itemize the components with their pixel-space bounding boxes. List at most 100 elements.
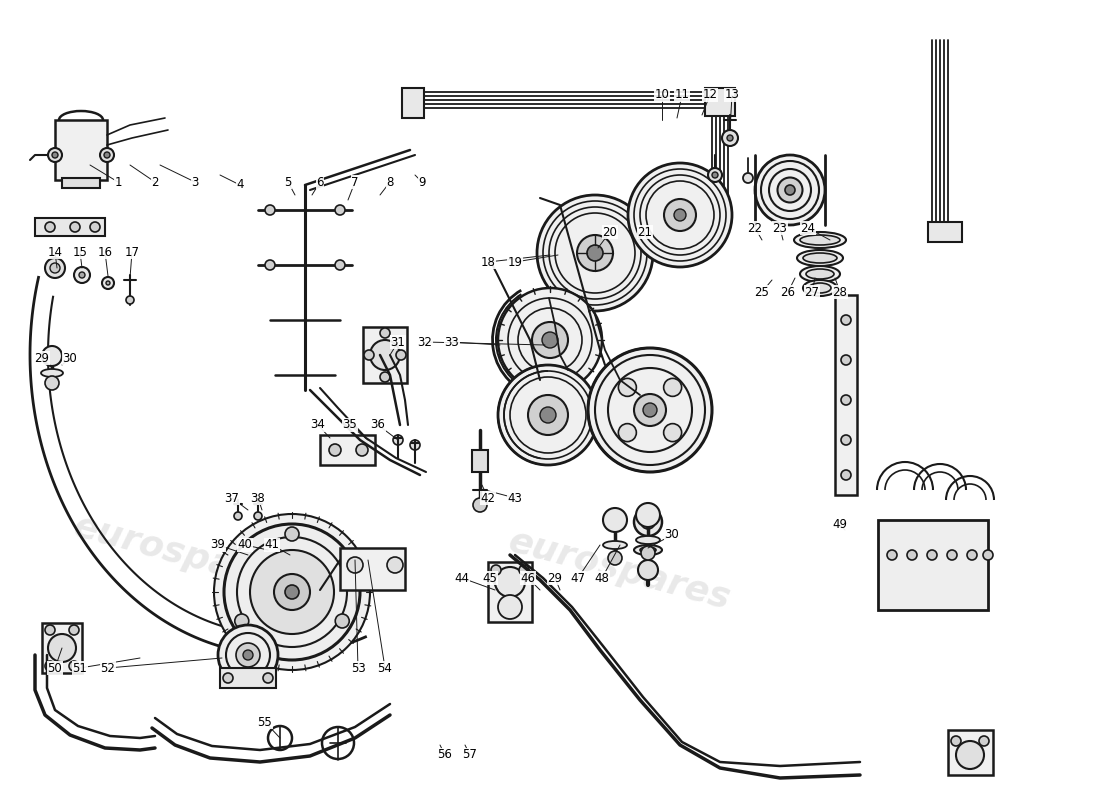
- Bar: [488, 562, 532, 622]
- Text: 37: 37: [224, 491, 240, 505]
- Circle shape: [628, 163, 732, 267]
- Bar: [402, 88, 424, 118]
- Circle shape: [537, 195, 653, 311]
- Ellipse shape: [603, 541, 627, 549]
- Circle shape: [234, 614, 249, 628]
- Circle shape: [742, 173, 754, 183]
- Ellipse shape: [800, 235, 840, 245]
- Circle shape: [641, 515, 654, 529]
- Ellipse shape: [808, 283, 830, 293]
- Circle shape: [983, 550, 993, 560]
- Circle shape: [336, 614, 349, 628]
- Ellipse shape: [640, 547, 656, 553]
- Circle shape: [285, 527, 299, 541]
- Text: 11: 11: [674, 89, 690, 102]
- Text: 40: 40: [238, 538, 252, 551]
- Circle shape: [618, 378, 637, 396]
- Bar: [705, 88, 735, 116]
- Circle shape: [587, 245, 603, 261]
- Bar: [55, 120, 107, 180]
- Text: 3: 3: [191, 175, 199, 189]
- Bar: [220, 668, 276, 688]
- Circle shape: [45, 625, 55, 635]
- Text: eurospares: eurospares: [70, 509, 300, 601]
- Ellipse shape: [778, 178, 803, 202]
- Text: eurospares: eurospares: [505, 524, 735, 616]
- Text: 45: 45: [483, 571, 497, 585]
- Ellipse shape: [803, 253, 837, 263]
- Circle shape: [379, 372, 390, 382]
- Text: 23: 23: [772, 222, 788, 234]
- Circle shape: [90, 222, 100, 232]
- Bar: [340, 548, 405, 590]
- Bar: [928, 222, 962, 242]
- Circle shape: [236, 643, 260, 667]
- Ellipse shape: [755, 155, 825, 225]
- Text: 39: 39: [210, 538, 225, 551]
- Text: 10: 10: [654, 89, 670, 102]
- Circle shape: [45, 376, 59, 390]
- Circle shape: [927, 550, 937, 560]
- Circle shape: [265, 260, 275, 270]
- Circle shape: [45, 258, 65, 278]
- Circle shape: [722, 130, 738, 146]
- Circle shape: [126, 296, 134, 304]
- Text: 4: 4: [236, 178, 244, 191]
- Circle shape: [542, 332, 558, 348]
- Text: 57: 57: [463, 749, 477, 762]
- Text: 25: 25: [755, 286, 769, 298]
- Circle shape: [578, 235, 613, 271]
- Circle shape: [74, 267, 90, 283]
- Bar: [878, 520, 988, 610]
- Circle shape: [638, 560, 658, 580]
- Bar: [363, 327, 407, 383]
- Circle shape: [396, 350, 406, 360]
- Text: 15: 15: [73, 246, 87, 258]
- Circle shape: [52, 152, 58, 158]
- Text: 13: 13: [725, 89, 739, 102]
- Text: 56: 56: [438, 749, 452, 762]
- Circle shape: [100, 148, 114, 162]
- Text: 8: 8: [386, 175, 394, 189]
- Circle shape: [69, 661, 79, 671]
- Text: 18: 18: [481, 255, 495, 269]
- Circle shape: [336, 260, 345, 270]
- Circle shape: [636, 503, 660, 527]
- Text: 31: 31: [390, 335, 406, 349]
- Circle shape: [674, 209, 686, 221]
- Text: 49: 49: [833, 518, 847, 531]
- Circle shape: [263, 673, 273, 683]
- Circle shape: [498, 595, 522, 619]
- Text: 30: 30: [664, 529, 680, 542]
- Circle shape: [473, 498, 487, 512]
- Text: 29: 29: [548, 571, 562, 585]
- Ellipse shape: [634, 545, 662, 555]
- Text: 44: 44: [454, 571, 470, 585]
- Circle shape: [540, 407, 556, 423]
- Circle shape: [634, 394, 665, 426]
- Text: 52: 52: [100, 662, 116, 674]
- Bar: [62, 178, 100, 188]
- Text: 50: 50: [47, 662, 63, 674]
- Circle shape: [79, 272, 85, 278]
- Circle shape: [106, 281, 110, 285]
- Circle shape: [45, 222, 55, 232]
- Text: 22: 22: [748, 222, 762, 234]
- Circle shape: [842, 395, 851, 405]
- Circle shape: [603, 508, 627, 532]
- Circle shape: [410, 440, 420, 450]
- Circle shape: [387, 557, 403, 573]
- Text: 41: 41: [264, 538, 279, 551]
- Text: 42: 42: [481, 491, 495, 505]
- Text: 47: 47: [571, 571, 585, 585]
- Circle shape: [346, 557, 363, 573]
- Bar: [835, 295, 857, 495]
- Text: 53: 53: [351, 662, 365, 674]
- Circle shape: [608, 551, 622, 565]
- Circle shape: [214, 514, 370, 670]
- Circle shape: [250, 550, 334, 634]
- Circle shape: [218, 625, 278, 685]
- Ellipse shape: [806, 269, 834, 279]
- Text: 26: 26: [781, 286, 795, 298]
- Ellipse shape: [800, 266, 840, 282]
